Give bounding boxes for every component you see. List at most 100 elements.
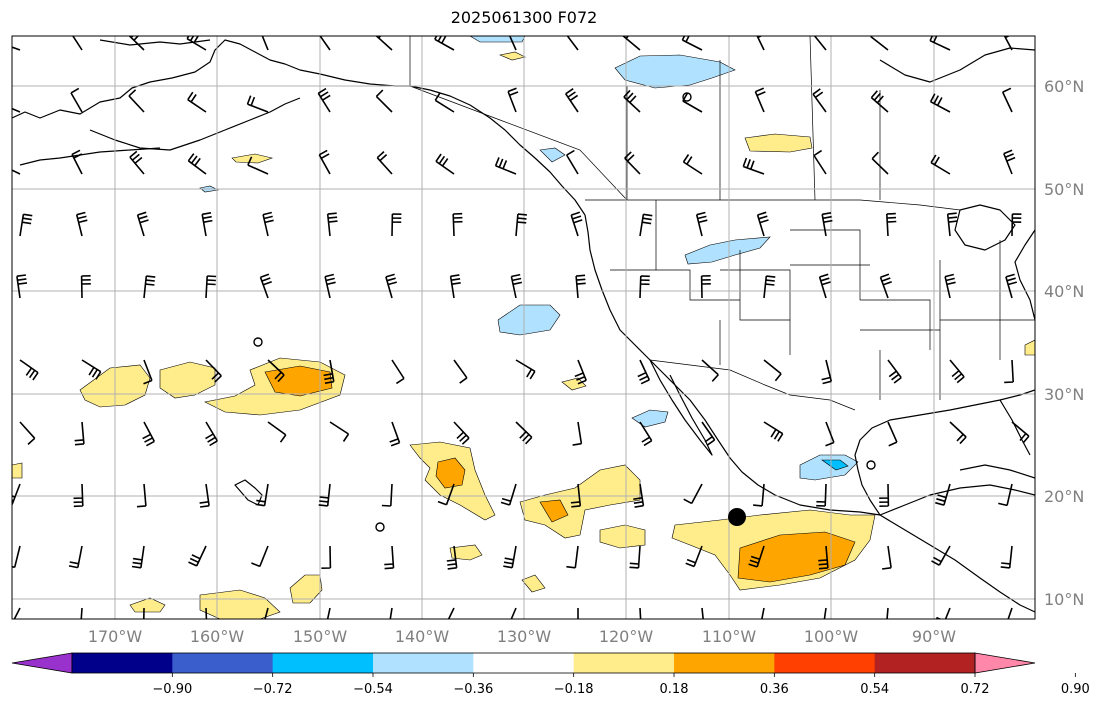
wind-barb [12, 46, 21, 51]
wind-barb [825, 421, 835, 447]
wind-barb [1000, 545, 1013, 569]
wind-barb [1001, 87, 1013, 113]
wind-barb [949, 421, 967, 445]
baja-california [649, 359, 713, 456]
colorbar-outline [71, 652, 976, 674]
lon-label: 100°W [804, 627, 859, 646]
wind-barb [813, 149, 827, 175]
wind-barb [452, 212, 463, 237]
wind-barb [624, 151, 641, 175]
wind-barb [12, 545, 21, 569]
wind-barb [683, 483, 703, 505]
wind-barb [881, 545, 892, 570]
lon-label: 120°W [599, 627, 654, 646]
wind-barb [570, 211, 583, 237]
calm-marker [253, 337, 263, 347]
wind-barb [565, 88, 579, 113]
lon-label: 170°W [88, 627, 143, 646]
wind-barb [205, 275, 217, 299]
political-borders [409, 36, 1035, 411]
wind-barb [813, 36, 827, 51]
lat-label: 20°N [1044, 487, 1084, 506]
hudson-area [879, 47, 1035, 83]
wind-barb [19, 421, 36, 445]
lat-label: 60°N [1044, 77, 1084, 96]
calm-marker [375, 522, 385, 532]
wind-barb [261, 36, 269, 51]
wind-barb [494, 157, 517, 175]
wind-barb [381, 483, 393, 507]
wind-barb [143, 359, 153, 385]
field-small-6 [521, 574, 546, 593]
colorbar-tick-label: 0.54 [860, 682, 889, 697]
wind-barb [936, 607, 951, 619]
gridlines [12, 36, 1035, 619]
wind-barb [129, 150, 145, 175]
wind-barb [1004, 359, 1014, 384]
calm-marker [682, 92, 692, 102]
wind-barb [205, 421, 218, 447]
wind-barb [389, 421, 401, 447]
field-neg-mexico [799, 454, 859, 481]
wind-barb [19, 213, 33, 237]
central-america [879, 514, 1035, 613]
wind-barb [637, 359, 651, 385]
wind-barb [503, 545, 517, 569]
wind-barb [319, 36, 331, 51]
lat-label: 30°N [1044, 385, 1084, 404]
wind-barb [756, 211, 769, 237]
wind-barb [887, 359, 902, 384]
field-neg-canada [614, 54, 736, 89]
wind-barb [931, 545, 951, 566]
colorbar-extend-low [11, 652, 73, 674]
wind-barb [577, 608, 579, 619]
wind-barb [870, 36, 889, 51]
wind-barb [701, 359, 719, 382]
field-canada-1 [744, 133, 813, 153]
wind-barb [188, 545, 207, 567]
wind-barb [812, 88, 827, 113]
wind-barb [136, 211, 149, 237]
wind-barb [187, 153, 207, 175]
lon-label: 150°W [293, 627, 348, 646]
wind-barb [131, 545, 145, 569]
wind-barb [572, 421, 583, 446]
east-coast [1014, 229, 1035, 321]
wind-barb [187, 91, 207, 113]
wind-barb [1003, 149, 1016, 175]
wind-barb [639, 275, 650, 299]
colorbar-swatch [272, 653, 374, 673]
wind-barb [318, 149, 331, 175]
field-mexico-coast-core [737, 531, 856, 583]
field-neg-cal-offshore [497, 304, 561, 336]
wind-barb [262, 211, 274, 237]
wind-barb [434, 36, 455, 51]
wind-barb [816, 483, 827, 507]
field-small-4 [199, 589, 281, 619]
wind-barb [763, 421, 784, 442]
lon-label: 140°W [395, 627, 450, 646]
wind-barb [384, 545, 395, 570]
wind-barb [247, 156, 269, 175]
wind-barb [566, 149, 579, 175]
calm-markers [253, 92, 876, 532]
wind-barb [763, 359, 782, 382]
wind-barb [1007, 607, 1013, 619]
wind-barb [515, 213, 527, 237]
wind-barb [255, 483, 269, 507]
wind-barb [329, 421, 350, 442]
lon-label: 90°W [912, 627, 956, 646]
wind-barb [81, 359, 102, 380]
field-east-pacific-a-core [435, 457, 466, 489]
colorbar-tick-label: 0.72 [961, 682, 990, 697]
wind-barb [515, 359, 536, 380]
wind-barb [435, 153, 455, 175]
wind-barb [143, 275, 156, 299]
wind-barb [574, 359, 587, 385]
wind-barb [944, 273, 956, 299]
lat-label: 50°N [1044, 180, 1084, 199]
colorbar-tick-label: −0.36 [453, 682, 493, 697]
field-neg-bc [539, 147, 566, 163]
wind-barb [437, 483, 455, 506]
wind-barb [701, 421, 716, 446]
